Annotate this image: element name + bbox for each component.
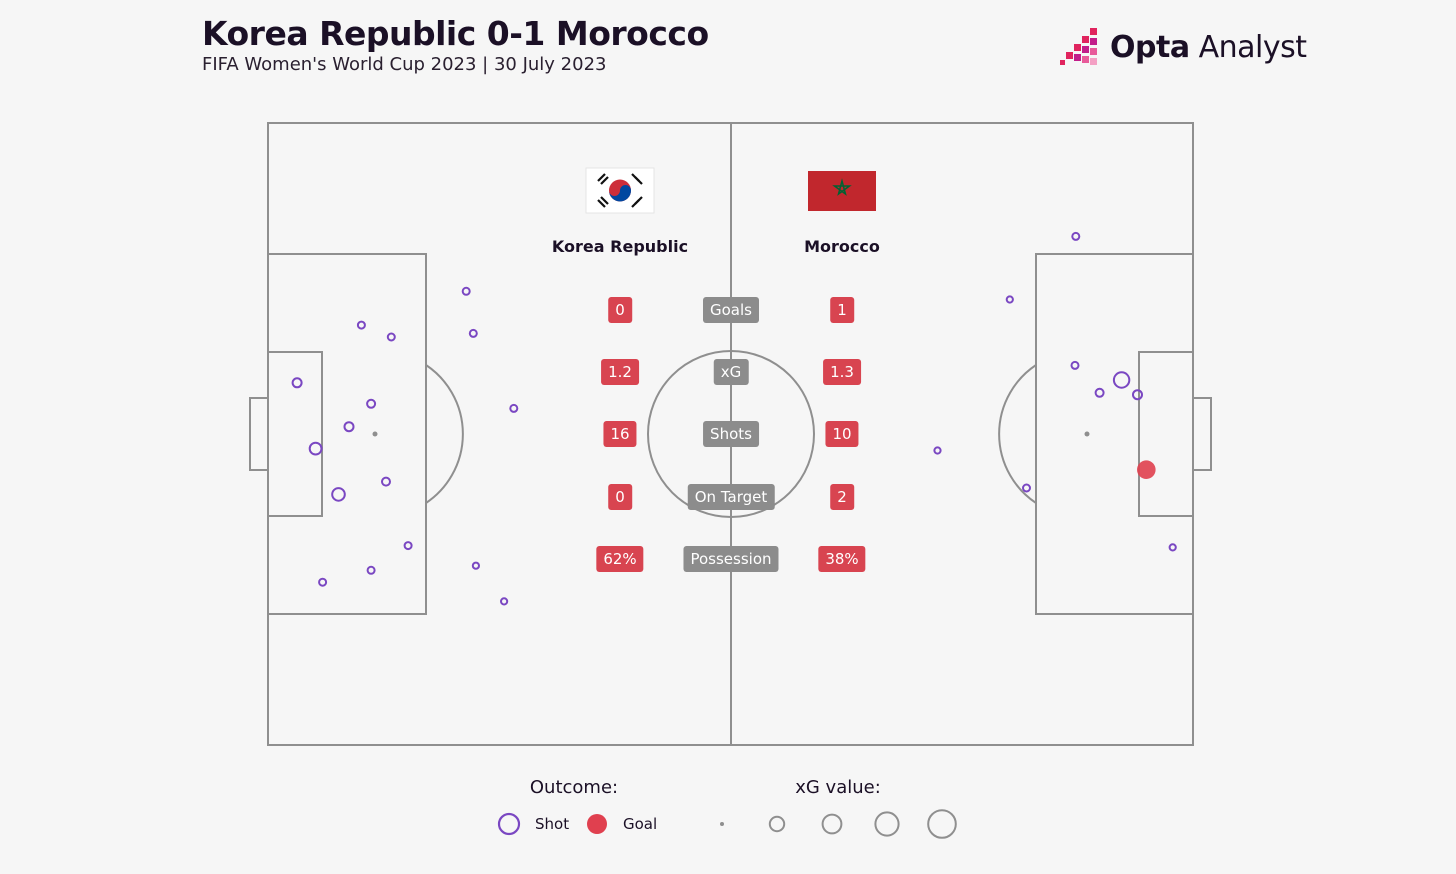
home-shots-value: 16 (603, 421, 637, 447)
shot-marker (356, 320, 366, 330)
opta-analyst-logo: Opta Analyst (1060, 26, 1307, 68)
xg-legend-circle (874, 811, 900, 837)
away-team-name: Morocco (804, 237, 880, 256)
shot-marker (1168, 543, 1177, 552)
brand-bold: Opta (1110, 29, 1190, 65)
home-possession-value: 62% (596, 546, 644, 572)
shot-marker (291, 377, 303, 389)
legend-shot-label: Shot (535, 815, 570, 833)
centre-circle (647, 350, 815, 518)
shot-marker (386, 332, 396, 342)
home-on-target-value: 0 (608, 484, 632, 510)
shot-marker (381, 476, 391, 487)
page-subtitle: FIFA Women's World Cup 2023 | 30 July 20… (202, 54, 607, 75)
shot-marker (1132, 389, 1143, 401)
shot-marker (331, 487, 346, 502)
shot-marker (318, 577, 328, 587)
shot-marker (468, 328, 478, 338)
away-possession-value: 38% (818, 546, 866, 572)
goals-label: Goals (703, 297, 759, 323)
xg-legend-circle (821, 813, 843, 835)
shot-marker (1071, 231, 1081, 241)
possession-label: Possession (683, 546, 779, 572)
left-six-yard-box (267, 351, 323, 517)
legend-shot-symbol (497, 812, 521, 836)
goal-marker (1137, 460, 1156, 480)
xg-label: xG (713, 359, 749, 385)
right-penalty-area (1035, 253, 1194, 615)
home-goals-value: 0 (608, 297, 632, 323)
shot-marker (366, 565, 376, 575)
shot-marker (461, 286, 471, 296)
shot-marker (500, 597, 509, 606)
away-shots-value: 10 (825, 421, 859, 447)
home-team-name: Korea Republic (551, 237, 689, 256)
right-goal (1192, 397, 1212, 471)
page-title: Korea Republic 0-1 Morocco (202, 14, 709, 53)
shot-marker (1022, 483, 1031, 493)
home-xg-value: 1.2 (601, 359, 639, 385)
xg-legend-circle (927, 809, 957, 839)
shot-marker (1070, 360, 1080, 370)
shot-marker (471, 561, 480, 570)
right-penalty-spot (1084, 431, 1090, 437)
brand-light: Analyst (1189, 29, 1307, 65)
xg-legend-circle (768, 815, 786, 833)
shot-marker (308, 441, 323, 456)
opta-logo-icon (1060, 28, 1097, 65)
xg-size-legend (720, 809, 957, 839)
shot-marker (366, 398, 377, 409)
shot-marker (509, 403, 519, 413)
shot-marker (1112, 371, 1131, 389)
legend-outcome-title: Outcome: (529, 777, 619, 798)
away-on-target-value: 2 (830, 484, 854, 510)
left-penalty-arc (425, 364, 464, 504)
legend-goal-symbol (587, 814, 607, 834)
morocco-flag-icon (808, 171, 876, 211)
legend-xg-title: xG value: (795, 777, 881, 798)
left-penalty-spot (372, 431, 378, 437)
shot-marker (403, 541, 413, 551)
shots-label: Shots (703, 421, 759, 447)
south-korea-flag-icon (585, 167, 655, 214)
shots-layer (291, 231, 1177, 606)
shot-marker (1005, 295, 1014, 304)
left-penalty-area (267, 253, 427, 615)
left-goal (249, 397, 269, 471)
shot-marker (343, 421, 355, 433)
right-penalty-arc (998, 364, 1037, 504)
shot-marker (1094, 387, 1105, 398)
xg-legend-circle (720, 822, 724, 826)
away-goals-value: 1 (830, 297, 854, 323)
on-target-label: On Target (687, 484, 775, 510)
right-six-yard-box (1138, 351, 1194, 517)
legend-goal-label: Goal (623, 815, 658, 833)
shot-marker (933, 446, 942, 455)
away-xg-value: 1.3 (823, 359, 861, 385)
